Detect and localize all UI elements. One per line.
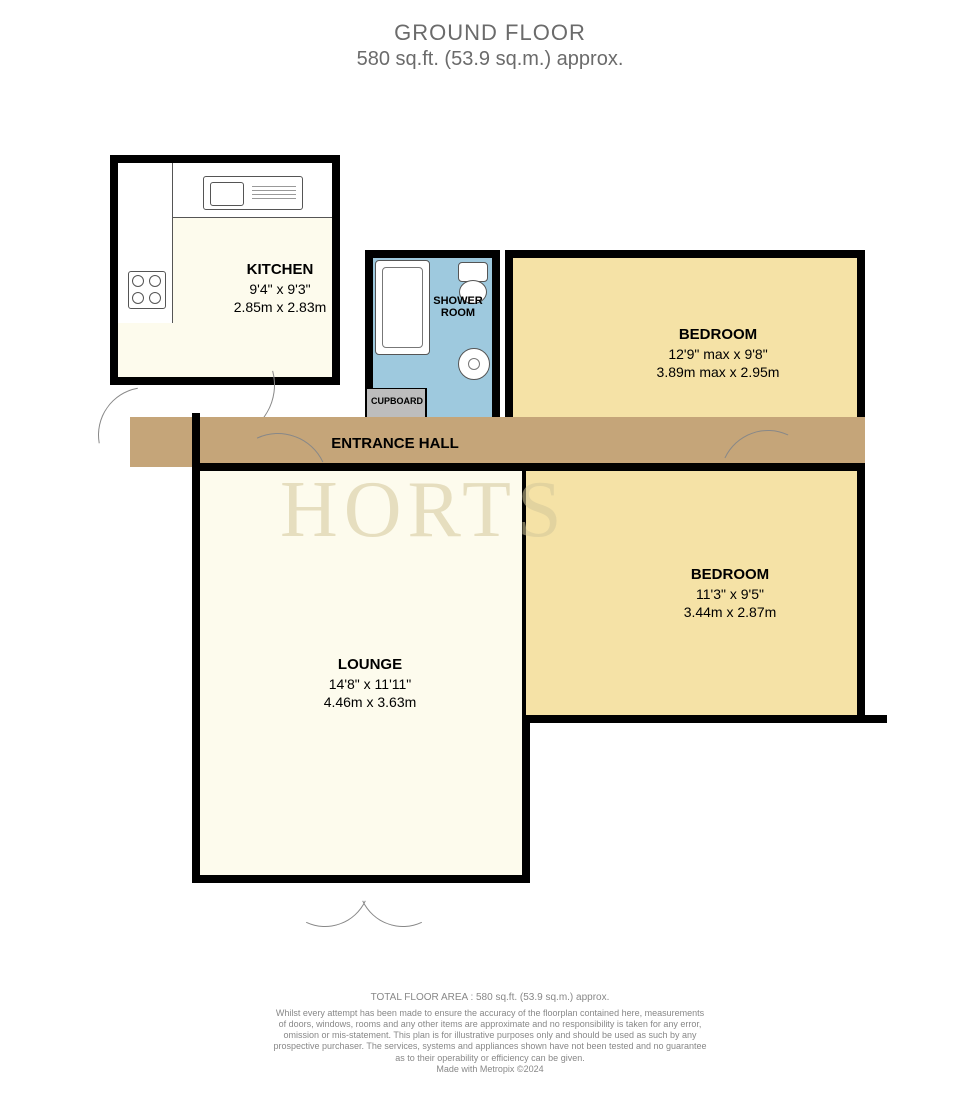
footer-disclaimer-3: omission or mis-statement. This plan is … (0, 1030, 980, 1041)
floorplan-header: GROUND FLOOR 580 sq.ft. (53.9 sq.m.) app… (0, 20, 980, 71)
shower-tray-icon (375, 260, 430, 355)
bedroom1-label: BEDROOM 12'9" max x 9'8" 3.89m max x 2.9… (618, 325, 818, 381)
footer-disclaimer-4: prospective purchaser. The services, sys… (0, 1041, 980, 1052)
footer-total-area: TOTAL FLOOR AREA : 580 sq.ft. (53.9 sq.m… (0, 992, 980, 1005)
footer-disclaimer-5: as to their operability or efficiency ca… (0, 1053, 980, 1064)
toilet-icon (458, 262, 488, 282)
shower-room-label: SHOWER ROOM (423, 295, 493, 319)
floorplan-footer: TOTAL FLOOR AREA : 580 sq.ft. (53.9 sq.m… (0, 992, 980, 1075)
floorplan-canvas: KITCHEN 9'4" x 9'3" 2.85m x 2.83m SHOWER… (110, 155, 870, 915)
wall-tail (857, 715, 887, 723)
footer-disclaimer-2: of doors, windows, rooms and any other i… (0, 1019, 980, 1030)
kitchen-label: KITCHEN 9'4" x 9'3" 2.85m x 2.83m (205, 260, 355, 316)
floor-title: GROUND FLOOR (0, 20, 980, 46)
footer-credit: Made with Metropix ©2024 (0, 1064, 980, 1075)
cupboard-label: CUPBOARD (367, 396, 427, 406)
footer-disclaimer-1: Whilst every attempt has been made to en… (0, 1008, 980, 1019)
floor-area-subtitle: 580 sq.ft. (53.9 sq.m.) approx. (0, 48, 980, 71)
kitchen-hob-icon (128, 271, 166, 309)
kitchen-sink-icon (203, 176, 303, 210)
bedroom2-label: BEDROOM 11'3" x 9'5" 3.44m x 2.87m (650, 565, 810, 621)
entrance-hall-label: ENTRANCE HALL (305, 435, 485, 452)
lounge-label: LOUNGE 14'8" x 11'11" 4.46m x 3.63m (290, 655, 450, 711)
